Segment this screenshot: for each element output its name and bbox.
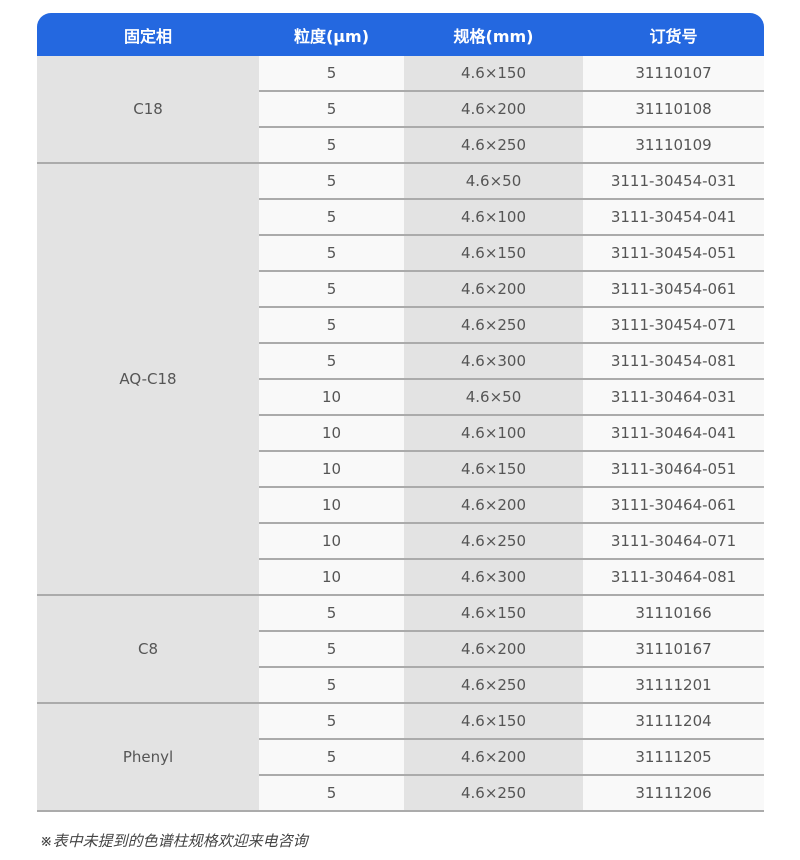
product-table: 固定相 粒度(μm) 规格(mm) 订货号 C18 5 4.6×150 3111010… [37,13,764,812]
cell-order: 3111-30454-071 [583,307,764,344]
cell-size: 5 [259,631,404,668]
cell-size: 10 [259,451,404,488]
cell-order: 31110166 [583,595,764,632]
cell-size: 5 [259,595,404,632]
cell-spec: 4.6×200 [404,91,583,128]
header-particle-size: 粒度(μm) [259,13,404,56]
table-row: 5 4.6×250 31111201 [37,667,764,704]
cell-size: 5 [259,56,404,92]
cell-order: 31111205 [583,739,764,776]
cell-spec: 4.6×150 [404,56,583,92]
product-table-container: 固定相 粒度(μm) 规格(mm) 订货号 C18 5 4.6×150 3111010… [37,13,764,812]
table-row: 5 4.6×200 3111-30454-061 [37,271,764,308]
cell-size: 5 [259,667,404,704]
cell-order: 3111-30464-041 [583,415,764,452]
table-row: 5 4.6×250 31111206 [37,775,764,812]
cell-size: 10 [259,379,404,416]
table-row: 5 4.6×100 3111-30454-041 [37,199,764,236]
cell-spec: 4.6×150 [404,235,583,272]
cell-size: 5 [259,235,404,272]
cell-spec: 4.6×250 [404,523,583,560]
header-order-number: 订货号 [583,13,764,56]
footnote: ※表中未提到的色谱柱规格欢迎来电咨询 [40,832,308,850]
cell-order: 31110107 [583,56,764,92]
cell-order: 3111-30464-071 [583,523,764,560]
cell-order: 31111204 [583,703,764,740]
table-row: 5 4.6×200 31110108 [37,91,764,128]
table-row: AQ-C18 5 4.6×50 3111-30454-031 [37,163,764,596]
cell-order: 31110109 [583,127,764,164]
cell-order: 31111201 [583,667,764,704]
cell-spec: 4.6×100 [404,415,583,452]
table-row: 5 4.6×250 31110109 [37,127,764,164]
table-row: 5 4.6×200 31110167 [37,631,764,668]
table-row: 5 4.6×150 3111-30454-051 [37,235,764,272]
header-stationary-phase: 固定相 [37,13,259,56]
cell-size: 10 [259,559,404,596]
table-header-row: 固定相 粒度(μm) 规格(mm) 订货号 [37,13,764,56]
cell-spec: 4.6×150 [404,595,583,632]
cell-size: 5 [259,199,404,236]
cell-order: 31110167 [583,631,764,668]
cell-size: 5 [259,127,404,164]
cell-spec: 4.6×50 [404,163,583,200]
cell-stationary-phase: Phenyl [37,703,259,812]
cell-order: 3111-30464-061 [583,487,764,524]
cell-spec: 4.6×200 [404,487,583,524]
cell-spec: 4.6×100 [404,199,583,236]
cell-order: 31110108 [583,91,764,128]
cell-size: 10 [259,523,404,560]
table-row: 5 4.6×300 3111-30454-081 [37,343,764,380]
cell-size: 5 [259,163,404,200]
table-row: C18 5 4.6×150 31110107 [37,56,764,164]
cell-order: 3111-30464-081 [583,559,764,596]
table-row: 10 4.6×250 3111-30464-071 [37,523,764,560]
cell-order: 3111-30454-031 [583,163,764,200]
header-dimensions: 规格(mm) [404,13,583,56]
table-row: 10 4.6×300 3111-30464-081 [37,559,764,596]
cell-spec: 4.6×300 [404,343,583,380]
cell-size: 5 [259,703,404,740]
cell-size: 5 [259,343,404,380]
cell-size: 10 [259,487,404,524]
table-row: 10 4.6×100 3111-30464-041 [37,415,764,452]
cell-order: 31111206 [583,775,764,812]
cell-spec: 4.6×300 [404,559,583,596]
cell-order: 3111-30454-041 [583,199,764,236]
table-row: 5 4.6×250 3111-30454-071 [37,307,764,344]
cell-spec: 4.6×250 [404,667,583,704]
cell-size: 5 [259,775,404,812]
cell-spec: 4.6×200 [404,271,583,308]
table-row: 5 4.6×200 31111205 [37,739,764,776]
table-row: 10 4.6×150 3111-30464-051 [37,451,764,488]
cell-size: 5 [259,271,404,308]
table-row: 10 4.6×200 3111-30464-061 [37,487,764,524]
cell-spec: 4.6×250 [404,307,583,344]
cell-spec: 4.6×50 [404,379,583,416]
cell-stationary-phase: C8 [37,595,259,704]
table-row: C8 5 4.6×150 31110166 [37,595,764,704]
cell-order: 3111-30454-081 [583,343,764,380]
cell-size: 5 [259,91,404,128]
cell-spec: 4.6×150 [404,703,583,740]
table-row: 10 4.6×50 3111-30464-031 [37,379,764,416]
cell-spec: 4.6×250 [404,775,583,812]
cell-stationary-phase: C18 [37,56,259,164]
cell-stationary-phase: AQ-C18 [37,163,259,596]
cell-spec: 4.6×250 [404,127,583,164]
cell-order: 3111-30454-051 [583,235,764,272]
cell-spec: 4.6×200 [404,739,583,776]
cell-order: 3111-30454-061 [583,271,764,308]
cell-spec: 4.6×150 [404,451,583,488]
cell-spec: 4.6×200 [404,631,583,668]
cell-size: 5 [259,307,404,344]
table-row: Phenyl 5 4.6×150 31111204 [37,703,764,812]
cell-size: 10 [259,415,404,452]
cell-size: 5 [259,739,404,776]
cell-order: 3111-30464-031 [583,379,764,416]
cell-order: 3111-30464-051 [583,451,764,488]
